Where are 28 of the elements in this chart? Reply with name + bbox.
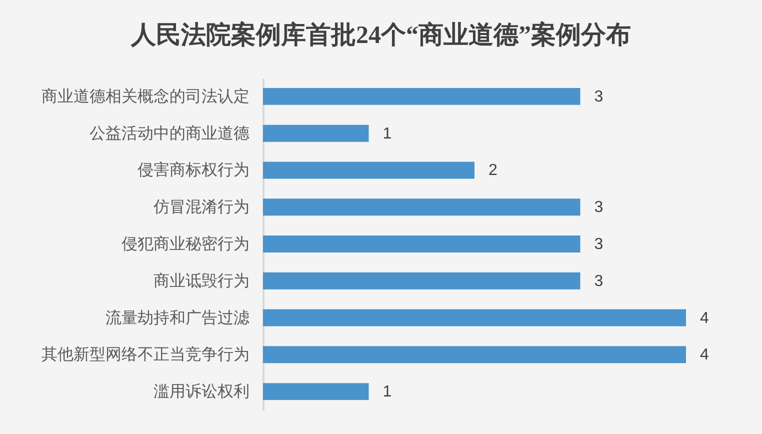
chart-title: 人民法院案例库首批24个“商业道德”案例分布 [130, 20, 631, 49]
data-label: 3 [594, 199, 604, 216]
y-tick-label: 公益活动中的商业道德 [90, 124, 250, 142]
y-tick-label: 侵害商标权行为 [138, 161, 250, 180]
data-label: 4 [700, 310, 709, 327]
data-label: 1 [382, 125, 392, 142]
y-tick-label: 商业诋毁行为 [154, 272, 250, 290]
bar [263, 346, 686, 364]
bar [263, 124, 369, 142]
bar [263, 309, 686, 326]
data-label: 1 [382, 384, 392, 401]
data-label: 4 [700, 346, 709, 364]
data-label: 3 [594, 236, 604, 253]
y-tick-label: 滥用诉讼权利 [154, 382, 250, 401]
y-tick-label: 侵犯商业秘密行为 [122, 235, 250, 253]
data-label: 2 [488, 162, 498, 180]
bar [263, 236, 580, 252]
bar [263, 88, 580, 105]
bar [263, 383, 369, 400]
y-tick-label: 流量劫持和广告过滤 [106, 308, 250, 327]
y-tick-label: 商业道德相关概念的司法认定 [42, 87, 250, 106]
y-tick-label: 其他新型网络不正当竞争行为 [42, 346, 250, 364]
y-tick-label: 仿冒混淆行为 [152, 198, 250, 216]
bar [263, 272, 580, 290]
data-label: 3 [594, 88, 604, 106]
data-label: 3 [594, 272, 604, 290]
bar [263, 162, 474, 179]
bar [263, 198, 580, 216]
